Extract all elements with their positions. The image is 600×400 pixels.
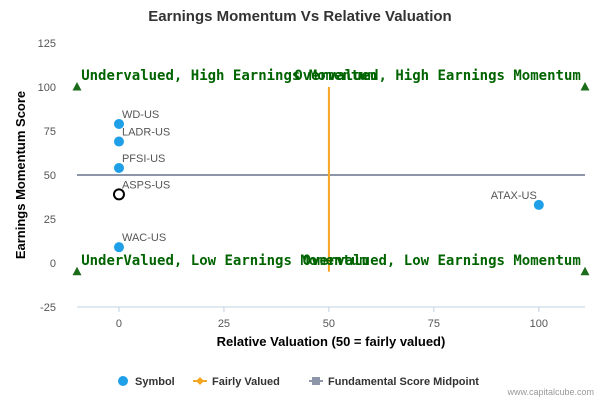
legend-label: Fundamental Score Midpoint bbox=[328, 376, 479, 388]
quadrant-label: Undervalued, High Earnings Momentum bbox=[81, 68, 376, 84]
quadrant-label: UnderValued, Low Earnings Momentum bbox=[81, 253, 368, 269]
data-point-label: PFSI-US bbox=[122, 153, 165, 165]
corner-markers bbox=[72, 82, 590, 276]
data-point bbox=[533, 199, 544, 210]
corner-triangle-marker bbox=[72, 266, 82, 276]
data-point-label: ASPS-US bbox=[122, 179, 170, 191]
chart-title: Earnings Momentum Vs Relative Valuation bbox=[148, 8, 451, 25]
data-point-label: LADR-US bbox=[122, 127, 170, 139]
quadrant-label: Overvalued, Low Earnings Momentum bbox=[303, 253, 581, 269]
x-axis-title: Relative Valuation (50 = fairly valued) bbox=[217, 334, 446, 349]
x-tick-label: 25 bbox=[218, 318, 230, 330]
corner-triangle-marker bbox=[580, 82, 590, 91]
data-point bbox=[113, 162, 124, 173]
quadrant-label: Overvalued, High Earnings Momentum bbox=[294, 68, 581, 84]
data-point-open bbox=[112, 188, 125, 201]
legend-midpoint-marker bbox=[312, 377, 320, 385]
y-tick-label: -25 bbox=[40, 302, 56, 314]
x-tick-label: 50 bbox=[323, 318, 335, 330]
reference-lines bbox=[77, 87, 585, 272]
data-point bbox=[113, 118, 124, 129]
legend: Symbol Fairly Valued Fundamental Score Mid… bbox=[118, 376, 479, 388]
corner-triangle-marker bbox=[580, 266, 590, 276]
x-axis-ticks: 0 25 50 75 100 bbox=[116, 307, 548, 330]
quadrant-labels: Undervalued, High Earnings MomentumOverv… bbox=[81, 68, 581, 269]
corner-triangle-marker bbox=[72, 82, 82, 91]
y-tick-label: 100 bbox=[38, 82, 56, 94]
legend-label: Symbol bbox=[135, 376, 175, 388]
data-point-label: WAC-US bbox=[122, 232, 166, 244]
x-tick-label: 100 bbox=[530, 318, 548, 330]
y-tick-label: 75 bbox=[44, 126, 56, 138]
credit-text: www.capitalcube.com bbox=[506, 387, 594, 397]
x-tick-label: 75 bbox=[428, 318, 440, 330]
y-tick-label: 25 bbox=[44, 214, 56, 226]
y-axis-title: Earnings Momentum Score bbox=[13, 91, 28, 259]
y-tick-label: 125 bbox=[38, 38, 56, 50]
y-axis-ticks: -25 0 25 50 75 100 125 bbox=[38, 38, 56, 314]
x-tick-label: 0 bbox=[116, 318, 122, 330]
data-points: WD-US LADR-US PFSI-US ASPS-US WAC-US ATAX-US bbox=[112, 109, 544, 253]
legend-label: Fairly Valued bbox=[212, 376, 280, 388]
data-point bbox=[113, 136, 124, 147]
legend-symbol-marker bbox=[118, 376, 128, 386]
y-tick-label: 50 bbox=[44, 170, 56, 182]
data-point-label: WD-US bbox=[122, 109, 159, 121]
data-point-label: ATAX-US bbox=[491, 190, 537, 202]
y-tick-label: 0 bbox=[50, 258, 56, 270]
data-point bbox=[113, 242, 124, 253]
legend-fairly-valued-marker bbox=[196, 377, 204, 385]
